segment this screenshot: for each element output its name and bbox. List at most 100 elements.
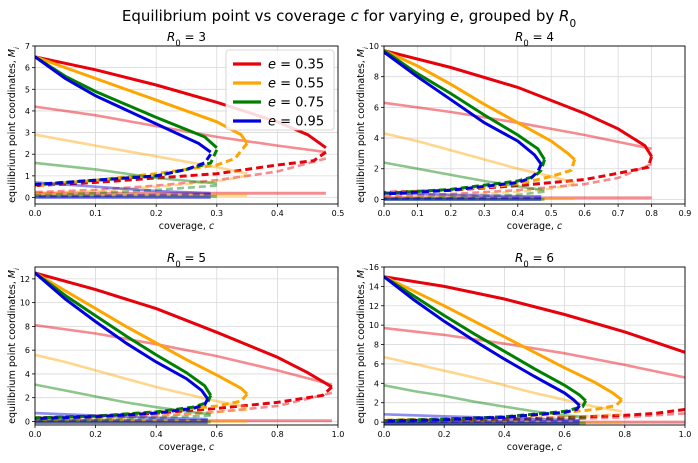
- series-e075-lower-unstable-branch: [35, 414, 211, 423]
- x-tick-label: 0.5: [545, 209, 558, 218]
- series-e055-lower-unstable-branch: [35, 408, 248, 422]
- y-tick-label: 4: [25, 107, 30, 116]
- y-tick-label: 0: [25, 417, 30, 426]
- series-e095-stable-branch: [384, 275, 581, 407]
- y-axis-label: equilibrium point coordinates, Mi: [7, 47, 21, 203]
- series-e055-lower-branch: [35, 353, 248, 409]
- series-e055-lower-unstable-branch: [35, 174, 248, 195]
- series-e095-lower-branch: [384, 413, 580, 422]
- series-e035-stable-branch: [384, 275, 685, 354]
- series-e095-stable-branch: [384, 50, 543, 165]
- panel-title: R0 = 4: [515, 30, 554, 48]
- x-tick-label: 0.6: [210, 430, 223, 439]
- series-e095-lower-unstable-branch: [384, 196, 542, 200]
- series-e075-stable-branch: [384, 275, 587, 402]
- x-axis-label: coverage, c: [507, 442, 563, 453]
- axes-frame: [383, 45, 686, 205]
- y-tick-label: 0: [374, 195, 379, 204]
- series-e035-stable-branch: [35, 55, 327, 149]
- y-tick-label: 12: [369, 302, 379, 311]
- x-tick-label: 0.8: [645, 209, 658, 218]
- y-tick-label: 10: [20, 299, 30, 308]
- series-e035-lower-branch: [384, 326, 685, 379]
- x-tick-label: 0.2: [89, 430, 102, 439]
- series-e055-stable-branch: [384, 275, 623, 401]
- x-tick-label: 0.8: [271, 430, 284, 439]
- x-tick-label: 0.3: [210, 209, 223, 218]
- x-tick-label: 0.4: [150, 430, 163, 439]
- y-axis-label: equilibrium point coordinates, Mi: [7, 268, 21, 424]
- series-e055-stable-branch: [35, 55, 249, 145]
- panel-3: 0.0 0.2 0.4 0.6 0.8 1.0 0 2 4 6 8 10 12 R0 = 5 coverag…: [7, 251, 344, 453]
- x-axis-label: coverage, c: [159, 221, 215, 232]
- series-e055-stable-branch: [35, 271, 249, 396]
- panel-title: R0 = 6: [515, 251, 554, 269]
- y-tick-label: 12: [20, 275, 30, 284]
- series-e055-lower-branch: [384, 132, 575, 184]
- series-e095-unstable-branch: [35, 153, 212, 186]
- series-e035-lower-unstable-branch: [35, 157, 327, 194]
- series-e095-unstable-branch: [384, 404, 581, 423]
- x-tick-label: 0.1: [89, 209, 102, 218]
- legend-box: [225, 49, 335, 131]
- series-e095-unstable-branch: [384, 163, 543, 196]
- panel-title: R0 = 3: [167, 30, 206, 48]
- y-tick-label: 8: [374, 341, 379, 350]
- series-e035-stable-branch: [35, 271, 333, 389]
- series-e055-lower-unstable-branch: [384, 182, 575, 200]
- series-e075-lower-branch: [35, 383, 211, 416]
- x-tick-label: 0.2: [438, 430, 451, 439]
- x-tick-label: 1.0: [679, 430, 692, 439]
- y-tick-label: 8: [25, 322, 30, 331]
- series-e095-lower-unstable-branch: [35, 193, 211, 198]
- x-tick-label: 0.4: [511, 209, 524, 218]
- axes-frame: [383, 266, 686, 426]
- series-e075-lower-unstable-branch: [384, 416, 586, 424]
- y-tick-label: 0: [25, 194, 30, 203]
- y-tick-label: 4: [374, 379, 379, 388]
- x-tick-label: 0.6: [558, 430, 571, 439]
- panel-4: 0.0 0.2 0.4 0.6 0.8 1.0 0 2 4 6 8 10 12 14 16 R0 = 6 cov…: [356, 251, 691, 453]
- y-tick-label: 5: [25, 85, 30, 94]
- series-e035-stable-branch: [384, 49, 653, 158]
- panel-1: 0.0 0.1 0.2 0.3 0.4 0.5 0 1 2 3 4 5 6 7 R0 = 3 coverage…: [7, 30, 344, 232]
- y-tick-label: 6: [374, 360, 379, 369]
- y-axis-label: equilibrium point coordinates, Mi: [356, 47, 370, 203]
- series-e075-stable-branch: [35, 271, 212, 397]
- x-tick-label: 0.4: [498, 430, 511, 439]
- series-e035-lower-unstable-branch: [384, 162, 653, 198]
- y-tick-label: 4: [374, 134, 379, 143]
- y-tick-label: 16: [369, 263, 379, 272]
- y-tick-label: 10: [369, 42, 379, 51]
- series-e075-lower-branch: [384, 161, 545, 192]
- x-tick-label: 0.2: [150, 209, 163, 218]
- series-e035-lower-unstable-branch: [35, 391, 333, 422]
- x-tick-label: 0.6: [578, 209, 591, 218]
- figure-title: Equilibrium point vs coverage c for vary…: [122, 7, 576, 30]
- series-e075-stable-branch: [35, 55, 218, 149]
- y-tick-label: 10: [369, 321, 379, 330]
- x-tick-label: 0.3: [478, 209, 491, 218]
- panel-title: R0 = 5: [167, 251, 206, 269]
- series-e055-lower-branch: [384, 355, 623, 413]
- x-axis-label: coverage, c: [159, 442, 215, 453]
- series-e075-lower-branch: [35, 161, 217, 185]
- x-tick-label: 0.4: [271, 209, 284, 218]
- legend-label: e = 0.75: [268, 96, 324, 111]
- x-tick-label: 0.1: [411, 209, 424, 218]
- series-e055-stable-branch: [384, 49, 576, 161]
- x-tick-label: 0.2: [445, 209, 458, 218]
- y-tick-label: 6: [25, 64, 30, 73]
- y-tick-label: 7: [25, 42, 30, 51]
- legend-label: e = 0.55: [268, 77, 324, 92]
- y-tick-label: 6: [25, 346, 30, 355]
- legend: e = 0.35 e = 0.55 e = 0.75 e = 0.95: [225, 49, 335, 131]
- series-e035-unstable-branch: [35, 385, 333, 420]
- y-axis-label: equilibrium point coordinates, Mi: [356, 268, 370, 424]
- series-e075-lower-unstable-branch: [384, 190, 545, 200]
- y-tick-label: 3: [25, 129, 30, 138]
- axes-frame: [34, 45, 339, 205]
- series-e055-lower-unstable-branch: [384, 413, 622, 423]
- series-e095-stable-branch: [35, 55, 212, 154]
